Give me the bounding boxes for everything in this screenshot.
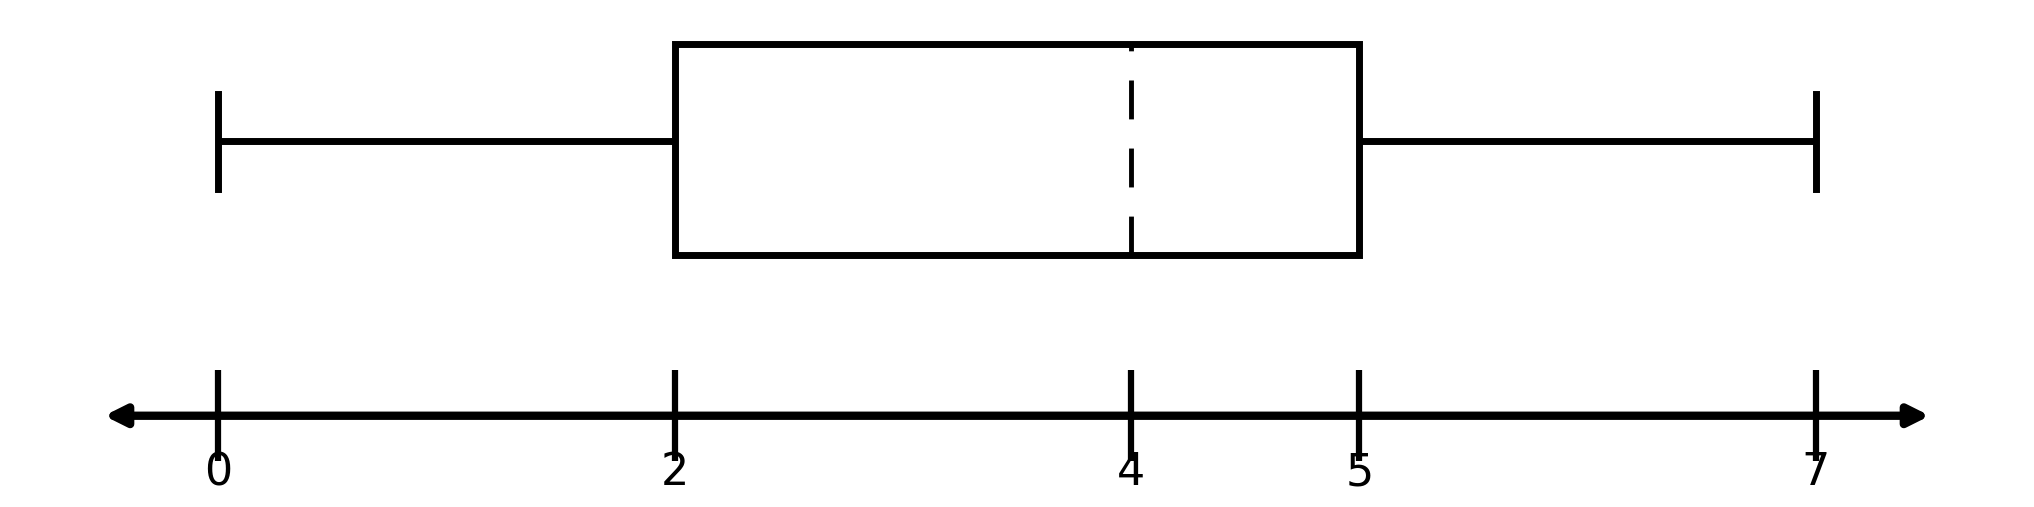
Bar <box>675 44 1359 255</box>
Text: 4: 4 <box>1117 451 1145 494</box>
Text: 5: 5 <box>1344 451 1373 494</box>
Text: 0: 0 <box>203 451 232 494</box>
Text: 7: 7 <box>1802 451 1831 494</box>
Text: 2: 2 <box>661 451 690 494</box>
